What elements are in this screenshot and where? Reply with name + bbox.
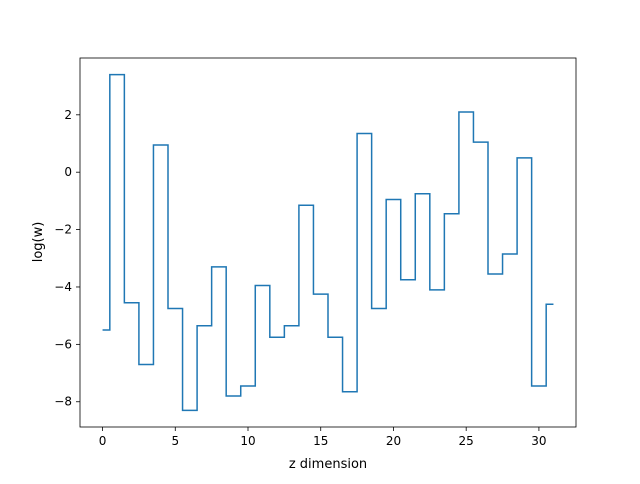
x-tick-label: 20 [386, 434, 401, 448]
y-tick-label: 2 [64, 108, 72, 122]
y-tick-label: −2 [54, 223, 72, 237]
x-axis-ticks: 0 5 10 15 20 25 30 [99, 427, 547, 448]
plot-frame [79, 57, 577, 428]
x-tick-label: 30 [531, 434, 546, 448]
x-axis-label: z dimension [289, 457, 367, 472]
series-line-0 [102, 73, 554, 412]
y-tick-label: −8 [54, 395, 72, 409]
x-tick-label: 0 [99, 434, 107, 448]
x-tick-label: 25 [459, 434, 474, 448]
y-tick-label: −4 [54, 280, 72, 294]
y-axis-label: log(w) [31, 222, 46, 263]
y-tick-label: −6 [54, 337, 72, 351]
x-tick-label: 10 [240, 434, 255, 448]
series-layer [102, 73, 554, 412]
x-tick-label: 15 [313, 434, 328, 448]
plot-area [80, 58, 576, 427]
y-tick-label: 0 [64, 165, 72, 179]
y-axis-ticks: −8 −6 −4 −2 0 2 [54, 108, 80, 409]
x-tick-label: 5 [171, 434, 179, 448]
